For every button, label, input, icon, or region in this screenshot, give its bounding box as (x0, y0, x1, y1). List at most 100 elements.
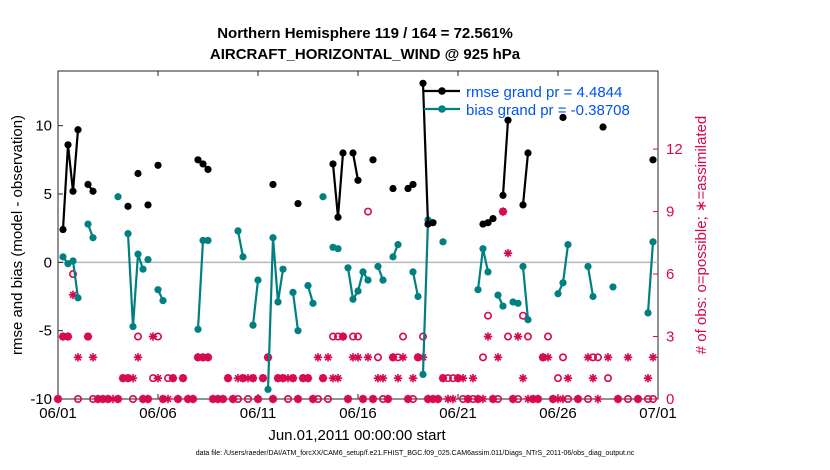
bias-point (239, 253, 247, 261)
obs-assimilated-marker (393, 373, 403, 383)
obs-assimilated-marker (523, 394, 533, 404)
obs-possible-marker (553, 374, 562, 383)
rmse-line (61, 129, 80, 230)
obs-assimilated-marker (483, 332, 493, 341)
legend: rmse grand pr = 4.4844 bias grand pr = -… (424, 84, 630, 119)
legend-rmse-label: rmse grand pr = 4.4844 (466, 84, 622, 101)
obs-assimilated-marker (338, 332, 348, 341)
rmse-point (349, 149, 357, 157)
left-y-tick-label: 5 (44, 186, 52, 203)
obs-assimilated-marker (643, 373, 653, 383)
rmse-line (521, 152, 530, 206)
obs-assimilated-marker (308, 394, 318, 404)
bias-point (359, 268, 367, 276)
bias-point (129, 322, 137, 331)
bias-line (266, 237, 285, 390)
obs-possible-marker (518, 311, 527, 320)
obs-possible-marker (593, 353, 602, 362)
obs-assimilated-marker (368, 394, 378, 404)
obs-assimilated-marker (248, 373, 258, 383)
bias-line (251, 279, 260, 326)
obs-assimilated-marker (468, 373, 478, 383)
rmse-point (59, 225, 67, 234)
obs-assimilated-marker (238, 373, 248, 383)
obs-assimilated-marker (93, 394, 103, 404)
rmse-point (599, 123, 607, 131)
x-tick-label: 06/16 (339, 405, 377, 422)
obs-possible-marker (523, 332, 532, 341)
bias-point (89, 234, 97, 242)
obs-assimilated-marker (633, 394, 643, 404)
bias-point (414, 292, 422, 301)
rmse-point (354, 176, 362, 184)
bias-point (69, 257, 77, 265)
rmse-point (409, 180, 417, 189)
rmse-point (524, 149, 532, 157)
obs-assimilated-marker (233, 373, 243, 383)
obs-assimilated-marker (548, 394, 558, 404)
rmse-point (204, 165, 212, 173)
rmse-point (649, 156, 657, 164)
bias-point (364, 276, 372, 284)
x-tick-label: 06/01 (39, 405, 77, 422)
obs-possible-marker (603, 374, 612, 383)
obs-assimilated-marker (273, 373, 283, 383)
rmse-point (429, 219, 437, 227)
rmse-point (89, 187, 97, 195)
obs-assimilated-marker (623, 353, 633, 362)
right-y-tick-label: 9 (666, 204, 674, 221)
rmse-point (329, 160, 337, 168)
obs-assimilated-marker (268, 394, 278, 404)
bias-point (59, 253, 67, 261)
obs-assimilated-marker (253, 394, 263, 404)
bias-point (139, 265, 147, 273)
bias-line (291, 292, 300, 331)
right-y-tick-label: 6 (666, 266, 674, 283)
obs-possible-marker (478, 353, 487, 362)
left-y-tick-label: 10 (35, 118, 52, 135)
bias-point (254, 276, 262, 284)
rmse-point (194, 156, 202, 164)
obs-assimilated-marker (63, 332, 73, 341)
bias-point (269, 234, 277, 242)
rmse-point (124, 202, 132, 210)
right-y-tick-label: 0 (666, 391, 674, 408)
bias-point (279, 265, 287, 273)
legend-bias-label: bias grand pr = -0.38708 (466, 102, 630, 119)
obs-assimilated-marker (398, 353, 408, 362)
bias-point (394, 240, 402, 249)
rmse-point (404, 184, 412, 193)
rmse-point (559, 113, 567, 122)
obs-assimilated-marker (513, 332, 523, 341)
obs-possible-marker (328, 332, 337, 341)
plot-area (57, 70, 659, 400)
obs-assimilated-marker (383, 394, 393, 404)
obs-assimilated-marker (163, 394, 173, 404)
rmse-point (339, 149, 347, 157)
obs-assimilated-marker (158, 394, 168, 404)
obs-assimilated-marker (58, 332, 68, 341)
obs-assimilated-marker (453, 373, 463, 383)
obs-assimilated-marker (388, 353, 398, 362)
obs-assimilated-marker (223, 373, 233, 383)
obs-assimilated-marker (88, 353, 98, 362)
obs-assimilated-marker (168, 373, 178, 383)
obs-assimilated-marker (133, 353, 143, 362)
obs-assimilated-marker (358, 394, 368, 404)
obs-assimilated-marker (648, 353, 658, 362)
obs-assimilated-marker (508, 394, 518, 404)
bias-point (144, 256, 152, 264)
obs-possible-marker (363, 207, 372, 216)
obs-possible-marker (648, 394, 657, 403)
bias-point (154, 286, 162, 294)
rmse-point (294, 199, 302, 208)
bias-line (646, 241, 655, 313)
x-axis-label: Jun.01,2011 00:00:00 start (268, 427, 446, 444)
obs-assimilated-marker (583, 353, 593, 362)
chart-title: Northern Hemisphere 119 / 164 = 72.561% (217, 25, 513, 42)
obs-assimilated-marker (203, 353, 213, 362)
bias-point (479, 245, 487, 253)
bias-point (524, 316, 532, 324)
obs-assimilated-marker (288, 373, 298, 383)
obs-assimilated-marker (498, 207, 508, 216)
